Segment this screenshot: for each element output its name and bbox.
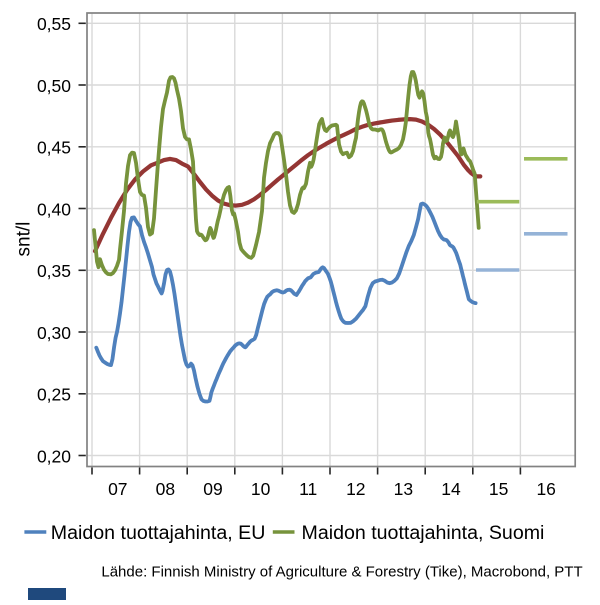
svg-text:Maidon tuottajahinta, EU: Maidon tuottajahinta, EU <box>51 522 266 544</box>
svg-text:08: 08 <box>156 479 175 499</box>
svg-text:0,35: 0,35 <box>37 261 71 281</box>
svg-text:Maidon tuottajahinta, Suomi: Maidon tuottajahinta, Suomi <box>302 522 545 544</box>
svg-text:13: 13 <box>394 479 413 499</box>
svg-text:15: 15 <box>489 479 508 499</box>
svg-text:0,45: 0,45 <box>37 138 71 158</box>
svg-text:09: 09 <box>203 479 222 499</box>
svg-text:0,25: 0,25 <box>37 385 71 405</box>
svg-text:12: 12 <box>346 479 365 499</box>
svg-text:0,55: 0,55 <box>37 14 71 34</box>
svg-text:14: 14 <box>441 479 461 499</box>
svg-text:0,20: 0,20 <box>37 446 71 466</box>
svg-text:0,50: 0,50 <box>37 76 71 96</box>
svg-text:07: 07 <box>108 479 127 499</box>
svg-text:10: 10 <box>251 479 271 499</box>
svg-text:16: 16 <box>536 479 555 499</box>
svg-text:snt/l: snt/l <box>14 222 35 257</box>
svg-text:0,40: 0,40 <box>37 199 71 219</box>
svg-text:0,30: 0,30 <box>37 323 71 343</box>
svg-text:Lähde: Finnish Ministry of Agr: Lähde: Finnish Ministry of Agriculture &… <box>101 564 582 581</box>
svg-text:11: 11 <box>299 479 317 499</box>
